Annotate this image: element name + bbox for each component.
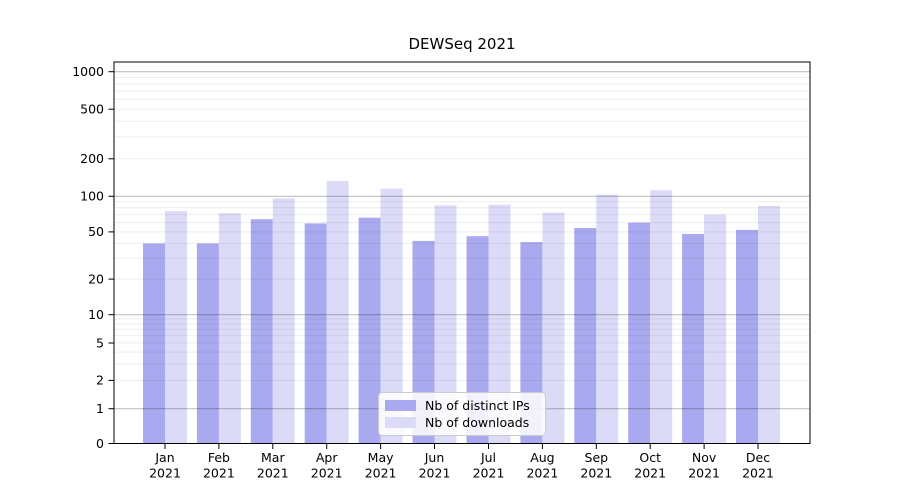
legend-row: Nb of downloads — [385, 414, 539, 431]
x-tick-label-year: 2021 — [149, 466, 181, 481]
bar-downloads-may — [380, 188, 403, 444]
x-tick-label-year: 2021 — [257, 466, 289, 481]
y-tick-label: 1000 — [72, 64, 104, 79]
bar-distinct-ips-sep — [574, 228, 597, 444]
y-tick-label: 10 — [88, 307, 104, 322]
y-tick-label: 20 — [88, 271, 104, 286]
legend-label-downloads: Nb of downloads — [425, 415, 530, 430]
x-tick-label-month: Aug — [530, 450, 554, 465]
y-tick-label: 100 — [80, 189, 104, 204]
x-tick-label-month: Apr — [316, 450, 338, 465]
x-tick-label-year: 2021 — [203, 466, 235, 481]
x-tick-label-year: 2021 — [419, 466, 451, 481]
x-tick-label-month: Nov — [692, 450, 717, 465]
bar-downloads-apr — [326, 180, 349, 444]
y-tick-label: 2 — [96, 373, 104, 388]
bar-downloads-sep — [596, 194, 619, 444]
y-tick-label: 5 — [96, 335, 104, 350]
x-tick-label-month: Feb — [208, 450, 230, 465]
x-tick-label-month: Jul — [480, 450, 496, 465]
bar-downloads-jan — [165, 211, 187, 444]
bar-distinct-ips-jan — [143, 243, 165, 444]
y-tick-label: 200 — [80, 151, 104, 166]
bar-distinct-ips-may — [358, 217, 381, 444]
x-tick-label-month: Jan — [154, 450, 174, 465]
y-tick-label: 500 — [80, 102, 104, 117]
x-tick-label-year: 2021 — [473, 466, 505, 481]
x-tick-label-year: 2021 — [365, 466, 397, 481]
bar-distinct-ips-feb — [196, 243, 219, 444]
bar-distinct-ips-nov — [682, 234, 705, 444]
y-tick-label: 0 — [96, 436, 104, 451]
bar-distinct-ips-mar — [250, 219, 273, 444]
legend-swatch-downloads — [385, 417, 416, 428]
bar-downloads-jul — [488, 204, 511, 444]
bar-downloads-nov — [704, 214, 727, 444]
x-tick-label-month: Oct — [639, 450, 661, 465]
x-tick-label-year: 2021 — [634, 466, 666, 481]
y-tick-label: 50 — [88, 224, 104, 239]
x-tick-label-month: Sep — [585, 450, 609, 465]
bar-distinct-ips-jul — [466, 236, 489, 444]
grid-group — [114, 71, 810, 410]
x-tick-label-month: Jun — [424, 450, 445, 465]
bar-downloads-dec — [758, 205, 780, 444]
legend-label-distinct-ips: Nb of distinct IPs — [425, 398, 530, 413]
bar-downloads-aug — [542, 212, 565, 444]
x-tick-label-year: 2021 — [688, 466, 720, 481]
x-tick-label-month: Mar — [261, 450, 285, 465]
x-tick-label-year: 2021 — [526, 466, 558, 481]
bar-downloads-feb — [218, 213, 241, 444]
x-tick-label-year: 2021 — [742, 466, 774, 481]
bar-distinct-ips-oct — [628, 222, 651, 444]
axes-group — [108, 61, 811, 449]
x-tick-label-month: May — [368, 450, 394, 465]
x-tick-label-month: Dec — [746, 450, 770, 465]
plot-border — [113, 61, 811, 444]
x-tick-label-year: 2021 — [311, 466, 343, 481]
tick-labels-group: 01251020501002005001000Jan2021Feb2021Mar… — [72, 64, 774, 481]
bar-downloads-jun — [434, 205, 457, 444]
legend: Nb of distinct IPs Nb of downloads — [378, 392, 546, 436]
legend-swatch-distinct-ips — [385, 400, 416, 411]
bar-downloads-oct — [650, 190, 673, 444]
bar-distinct-ips-apr — [304, 223, 327, 444]
legend-row: Nb of distinct IPs — [385, 397, 539, 414]
x-tick-label-year: 2021 — [580, 466, 612, 481]
y-tick-label: 1 — [96, 401, 104, 416]
chart-title: DEWSeq 2021 — [408, 35, 516, 53]
bar-downloads-mar — [272, 198, 295, 444]
bar-distinct-ips-dec — [736, 229, 758, 444]
